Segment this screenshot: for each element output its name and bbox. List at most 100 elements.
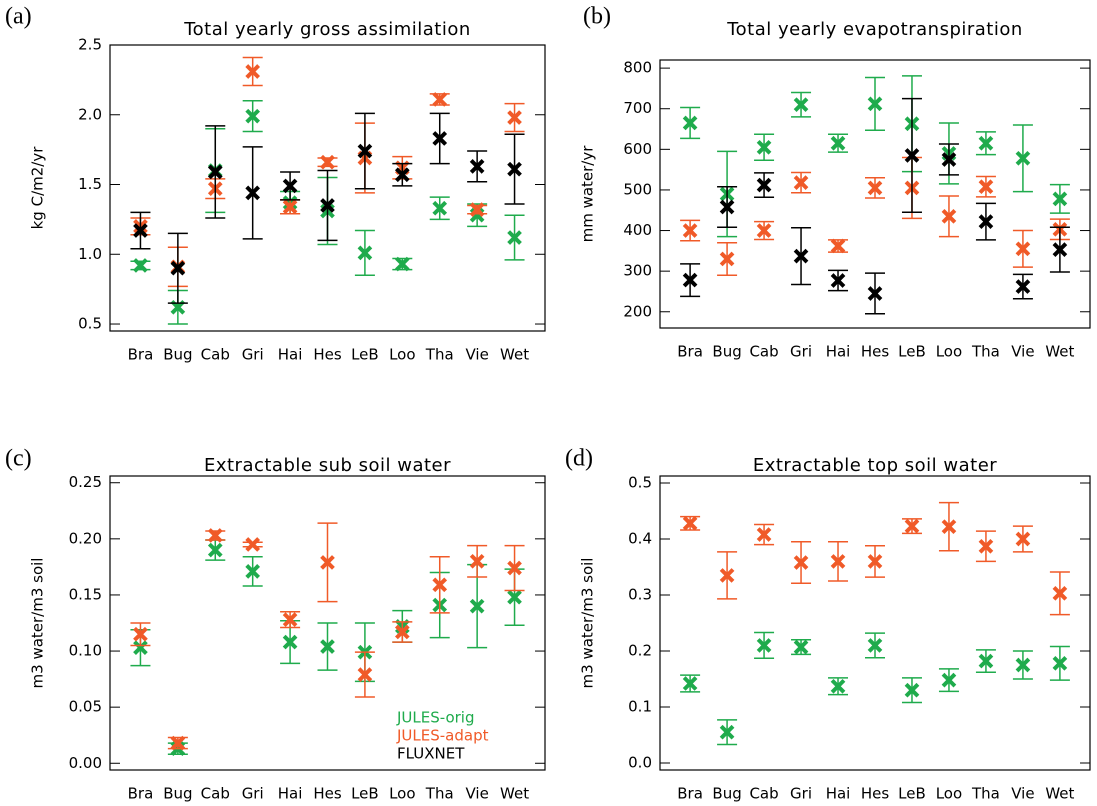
marker — [507, 560, 522, 576]
x-tick-label: Tha — [971, 343, 1000, 361]
x-tick-label: Cab — [201, 346, 230, 364]
marker — [133, 258, 148, 273]
y-tick-label: 500 — [623, 180, 652, 198]
y-tick-label: 300 — [623, 262, 652, 280]
marker — [245, 108, 261, 124]
marker — [170, 735, 186, 751]
plot-frame — [659, 59, 1091, 329]
marker — [507, 589, 522, 605]
marker — [507, 110, 522, 125]
x-tick-label: LeB — [351, 785, 379, 803]
y-tick-label: 800 — [623, 59, 652, 77]
marker — [830, 678, 846, 694]
marker — [133, 640, 148, 656]
marker — [682, 515, 698, 531]
marker — [867, 96, 883, 112]
y-tick-label: 200 — [623, 302, 652, 320]
marker — [1052, 242, 1068, 257]
y-tick-label: 0.00 — [69, 754, 102, 772]
x-tick-label: Gri — [242, 346, 264, 364]
marker — [904, 518, 920, 534]
panel: (a) Total yearly gross assimilation kg C/m… — [5, 4, 546, 364]
y-axis-label: m3 water/m3 soil — [579, 558, 597, 689]
marker — [793, 639, 809, 655]
legend-label: JULES-adapt — [396, 727, 489, 745]
marker — [756, 223, 772, 238]
marker — [756, 139, 772, 155]
marker — [978, 135, 994, 151]
y-tick-label: 0.5 — [628, 474, 652, 492]
legend-label: FLUXNET — [397, 745, 465, 763]
x-tick-label: Tha — [425, 785, 454, 803]
marker — [904, 682, 920, 698]
marker — [432, 131, 448, 146]
x-tick-label: Bug — [712, 343, 741, 361]
marker — [941, 152, 957, 167]
marker — [320, 639, 335, 654]
marker — [245, 564, 261, 579]
x-tick-label: Loo — [389, 785, 415, 803]
x-tick-label: Tha — [425, 346, 454, 364]
marker — [867, 180, 883, 196]
y-tick-label: 0.25 — [69, 473, 102, 491]
y-tick-label: 0.5 — [78, 315, 102, 333]
x-tick-label: Wet — [1045, 343, 1074, 361]
chart-title: Extractable top soil water — [753, 455, 997, 476]
marker — [320, 555, 335, 570]
y-axis-label: m3 water/m3 soil — [29, 558, 47, 689]
marker — [432, 92, 448, 107]
marker — [469, 159, 485, 174]
y-tick-label: 2.5 — [78, 36, 102, 54]
marker — [941, 672, 957, 688]
x-tick-label: Bra — [128, 346, 154, 364]
x-tick-label: Gri — [242, 785, 264, 803]
x-tick-label: Vie — [465, 785, 488, 803]
marker — [756, 527, 772, 542]
marker — [978, 179, 994, 195]
x-tick-label: Bug — [163, 785, 192, 803]
marker — [867, 286, 883, 301]
x-tick-label: Bra — [677, 785, 703, 803]
panel: (d) Extractable top soil water m3 water/m3… — [565, 446, 1091, 803]
panel: (c) Extractable sub soil water m3 water/m3… — [5, 446, 546, 803]
marker — [830, 238, 846, 254]
x-tick-label: Vie — [1011, 343, 1034, 361]
marker — [682, 223, 698, 238]
marker — [978, 538, 994, 554]
y-tick-label: 0.1 — [628, 698, 652, 716]
y-tick-label: 0.05 — [69, 698, 102, 716]
marker — [719, 199, 735, 215]
x-tick-label: Bra — [128, 785, 154, 803]
x-tick-label: Hai — [826, 785, 851, 803]
panel-label: (c) — [5, 446, 32, 472]
y-tick-label: 400 — [623, 221, 652, 239]
marker — [1015, 150, 1031, 166]
x-tick-label: Bug — [163, 346, 192, 364]
marker — [682, 272, 698, 288]
y-axis-label: mm water/yr — [579, 145, 597, 243]
marker — [793, 175, 809, 190]
y-tick-label: 0.2 — [628, 642, 652, 660]
marker — [978, 214, 994, 229]
y-tick-label: 2.0 — [78, 105, 102, 123]
marker — [756, 177, 772, 193]
marker — [394, 624, 410, 640]
y-axis-label: kg C/m2/yr — [29, 146, 47, 230]
marker — [282, 199, 298, 215]
legend-label: JULES-orig — [396, 709, 474, 727]
marker — [830, 273, 846, 288]
x-tick-label: Gri — [790, 343, 812, 361]
chart-title: Total yearly gross assimilation — [183, 19, 471, 40]
marker — [941, 209, 957, 224]
x-tick-label: Cab — [749, 343, 778, 361]
marker — [867, 638, 883, 653]
plot-frame — [659, 475, 1091, 771]
y-tick-label: 0.15 — [69, 585, 102, 603]
marker — [1015, 657, 1031, 673]
marker — [978, 653, 994, 669]
marker — [320, 154, 335, 170]
marker — [830, 554, 846, 569]
chart-title: Total yearly evapotranspiration — [726, 19, 1023, 40]
marker — [830, 135, 846, 151]
